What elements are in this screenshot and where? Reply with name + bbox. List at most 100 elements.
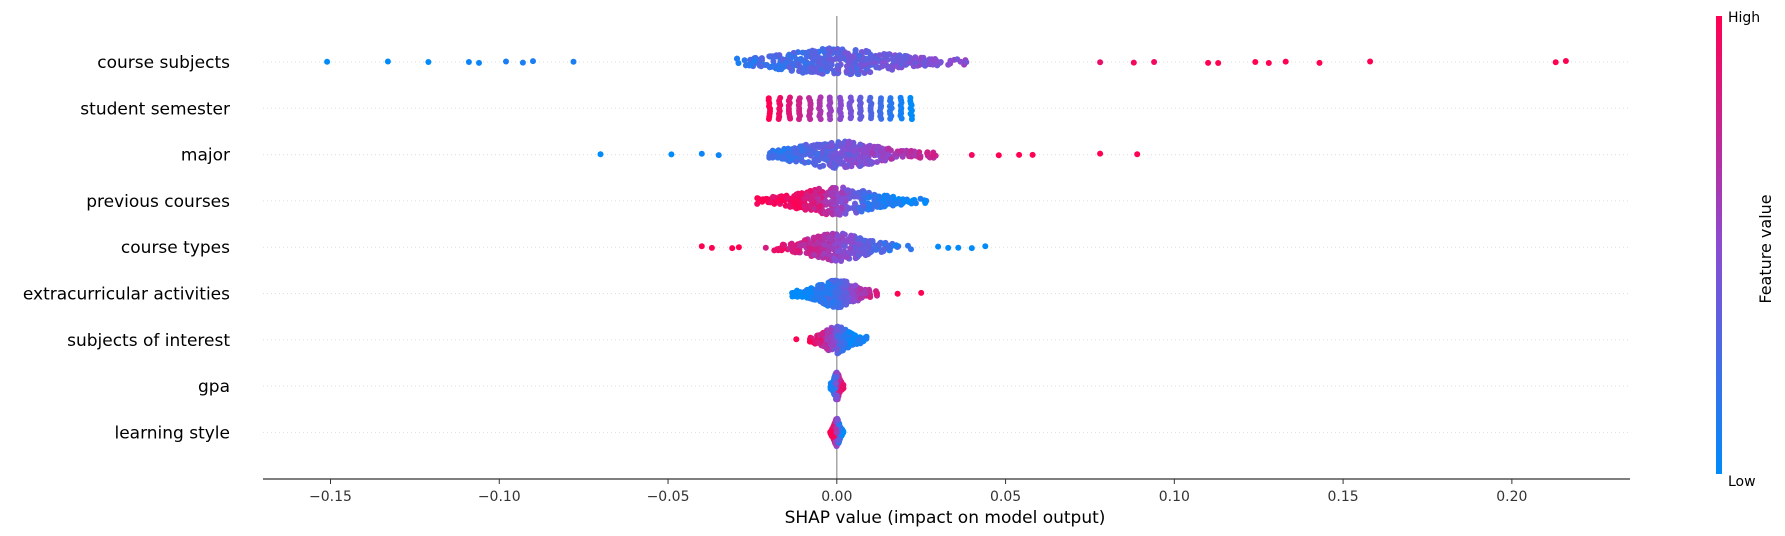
- data-point: [814, 339, 821, 346]
- data-point: [885, 63, 892, 70]
- data-point: [465, 59, 472, 65]
- data-point: [823, 148, 830, 155]
- data-point: [908, 116, 915, 123]
- data-point: [820, 162, 827, 169]
- data-point: [827, 162, 834, 169]
- data-point: [801, 241, 808, 248]
- data-point: [849, 188, 856, 195]
- data-point: [822, 198, 829, 205]
- data-point: [796, 116, 802, 123]
- data-point: [741, 57, 748, 64]
- data-point: [872, 244, 879, 251]
- data-point: [729, 245, 736, 252]
- data-point: [821, 250, 827, 257]
- data-point: [789, 246, 796, 253]
- data-point: [735, 60, 742, 67]
- data-point: [1097, 59, 1104, 66]
- data-point: [817, 116, 824, 123]
- data-point: [889, 56, 896, 63]
- data-point: [746, 62, 753, 69]
- feature-label: subjects of interest: [67, 331, 230, 351]
- data-point: [869, 150, 876, 157]
- data-point: [879, 203, 886, 210]
- colorbar-high-label: High: [1728, 10, 1760, 26]
- data-point: [862, 244, 869, 251]
- data-point: [823, 64, 830, 71]
- data-point: [869, 239, 876, 246]
- data-point: [802, 60, 808, 66]
- data-point: [809, 246, 815, 253]
- data-point: [876, 52, 883, 59]
- feature-label: student semester: [80, 99, 230, 119]
- data-point: [846, 157, 853, 164]
- x-tick-label: 0.20: [1496, 489, 1527, 505]
- data-point: [879, 63, 886, 70]
- data-point: [867, 294, 874, 300]
- data-point: [867, 69, 874, 76]
- data-point: [857, 286, 864, 292]
- feature-label: gpa: [198, 377, 230, 397]
- data-point: [853, 65, 860, 72]
- data-point: [893, 242, 900, 249]
- data-point: [834, 248, 841, 255]
- data-point: [803, 53, 810, 60]
- data-point: [876, 240, 883, 247]
- data-point: [963, 59, 970, 66]
- data-point: [824, 336, 831, 343]
- data-point: [791, 54, 798, 60]
- data-point: [808, 64, 815, 71]
- data-point: [775, 116, 782, 122]
- feature-label: major: [181, 146, 230, 166]
- data-point: [813, 290, 820, 297]
- data-point: [863, 149, 870, 156]
- data-point: [795, 49, 801, 56]
- data-point: [829, 386, 836, 392]
- data-point: [845, 294, 852, 301]
- data-point: [769, 53, 776, 60]
- data-point: [842, 210, 849, 217]
- data-point: [793, 158, 800, 165]
- data-point: [898, 115, 905, 122]
- data-point: [1562, 58, 1569, 64]
- data-point: [831, 255, 838, 262]
- data-point: [827, 327, 834, 333]
- data-point: [820, 155, 827, 162]
- x-tick-label: 0.00: [821, 489, 852, 505]
- data-point: [811, 143, 817, 150]
- data-point: [807, 288, 813, 295]
- data-point: [841, 340, 848, 347]
- data-point: [698, 243, 705, 250]
- data-point: [795, 247, 802, 254]
- data-point: [1130, 59, 1137, 66]
- data-point: [1552, 59, 1559, 66]
- data-point: [857, 158, 864, 165]
- data-point: [825, 281, 832, 288]
- data-point: [801, 195, 808, 202]
- data-point: [812, 161, 819, 168]
- data-point: [857, 141, 864, 148]
- data-point: [856, 52, 862, 59]
- data-point: [758, 63, 765, 70]
- data-point: [519, 59, 526, 66]
- data-point: [790, 195, 797, 202]
- data-point: [841, 145, 848, 152]
- data-point: [957, 58, 964, 65]
- data-point: [784, 195, 791, 202]
- data-point: [774, 198, 781, 205]
- data-point: [1134, 151, 1141, 158]
- data-point: [833, 380, 839, 387]
- data-point: [868, 160, 875, 167]
- data-point: [785, 145, 792, 152]
- data-point: [1367, 58, 1374, 65]
- data-point: [955, 244, 962, 251]
- data-point: [888, 155, 895, 162]
- data-point: [854, 70, 861, 77]
- data-point: [995, 152, 1002, 159]
- data-point: [807, 196, 814, 203]
- feature-labels: course subjects student semester major prev…: [23, 53, 230, 443]
- colorbar-title: Feature value: [1756, 194, 1775, 303]
- data-point: [769, 63, 776, 70]
- data-point: [905, 242, 911, 249]
- data-point: [874, 290, 880, 297]
- data-point: [668, 151, 675, 158]
